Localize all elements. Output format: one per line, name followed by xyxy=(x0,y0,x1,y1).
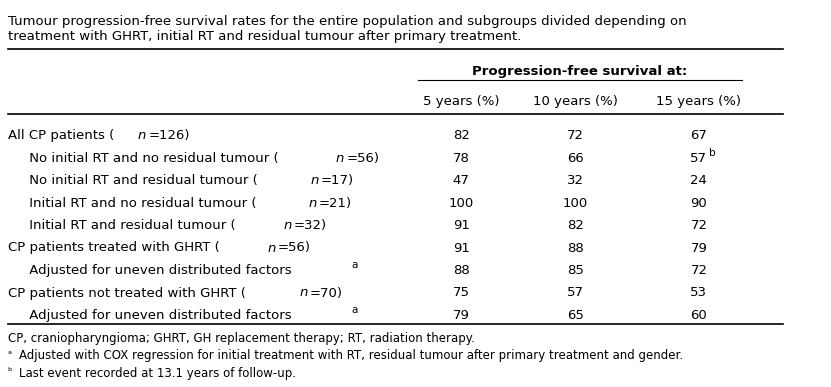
Text: CP, craniopharyngioma; GHRT, GH replacement therapy; RT, radiation therapy.: CP, craniopharyngioma; GHRT, GH replacem… xyxy=(7,332,475,345)
Text: No initial RT and residual tumour (: No initial RT and residual tumour ( xyxy=(25,174,258,187)
Text: n: n xyxy=(138,129,146,142)
Text: Last event recorded at 13.1 years of follow-up.: Last event recorded at 13.1 years of fol… xyxy=(19,367,296,380)
Text: No initial RT and no residual tumour (: No initial RT and no residual tumour ( xyxy=(25,151,278,164)
Text: =32): =32) xyxy=(293,219,327,232)
Text: Tumour progression-free survival rates for the entire population and subgroups d: Tumour progression-free survival rates f… xyxy=(7,15,686,28)
Text: a: a xyxy=(352,260,358,270)
Text: ᵇ: ᵇ xyxy=(7,367,12,377)
Text: 57: 57 xyxy=(567,286,584,300)
Text: =17): =17) xyxy=(321,174,354,187)
Text: n: n xyxy=(299,286,307,300)
Text: n: n xyxy=(310,174,318,187)
Text: =126): =126) xyxy=(148,129,189,142)
Text: 32: 32 xyxy=(567,174,584,187)
Text: n: n xyxy=(283,219,292,232)
Text: 82: 82 xyxy=(453,129,470,142)
Text: =56): =56) xyxy=(278,241,311,255)
Text: =56): =56) xyxy=(347,151,379,164)
Text: Progression-free survival at:: Progression-free survival at: xyxy=(473,65,688,78)
Text: =21): =21) xyxy=(319,197,352,209)
Text: 82: 82 xyxy=(567,219,583,232)
Text: 15 years (%): 15 years (%) xyxy=(656,95,741,108)
Text: Adjusted for uneven distributed factors: Adjusted for uneven distributed factors xyxy=(25,309,292,322)
Text: 85: 85 xyxy=(567,264,583,277)
Text: 57: 57 xyxy=(691,151,707,164)
Text: 5 years (%): 5 years (%) xyxy=(423,95,499,108)
Text: 60: 60 xyxy=(691,309,707,322)
Text: CP patients treated with GHRT (: CP patients treated with GHRT ( xyxy=(7,241,219,255)
Text: n: n xyxy=(336,151,344,164)
Text: a: a xyxy=(352,305,358,315)
Text: Initial RT and no residual tumour (: Initial RT and no residual tumour ( xyxy=(25,197,256,209)
Text: Adjusted with COX regression for initial treatment with RT, residual tumour afte: Adjusted with COX regression for initial… xyxy=(19,349,683,363)
Text: 78: 78 xyxy=(453,151,470,164)
Text: 72: 72 xyxy=(567,129,584,142)
Text: n: n xyxy=(309,197,317,209)
Text: 91: 91 xyxy=(453,219,470,232)
Text: b: b xyxy=(710,147,716,158)
Text: =70): =70) xyxy=(310,286,342,300)
Text: 24: 24 xyxy=(691,174,707,187)
Text: Initial RT and residual tumour (: Initial RT and residual tumour ( xyxy=(25,219,235,232)
Text: 79: 79 xyxy=(691,241,707,255)
Text: 47: 47 xyxy=(453,174,470,187)
Text: 65: 65 xyxy=(567,309,583,322)
Text: 79: 79 xyxy=(453,309,470,322)
Text: 100: 100 xyxy=(449,197,474,209)
Text: Adjusted for uneven distributed factors: Adjusted for uneven distributed factors xyxy=(25,264,292,277)
Text: 90: 90 xyxy=(691,197,707,209)
Text: 100: 100 xyxy=(563,197,588,209)
Text: 88: 88 xyxy=(453,264,470,277)
Text: n: n xyxy=(268,241,276,255)
Text: All CP patients (: All CP patients ( xyxy=(7,129,114,142)
Text: 91: 91 xyxy=(453,241,470,255)
Text: 67: 67 xyxy=(691,129,707,142)
Text: 88: 88 xyxy=(567,241,583,255)
Text: ᵃ: ᵃ xyxy=(7,349,12,360)
Text: treatment with GHRT, initial RT and residual tumour after primary treatment.: treatment with GHRT, initial RT and resi… xyxy=(7,30,521,43)
Text: 66: 66 xyxy=(567,151,583,164)
Text: 72: 72 xyxy=(691,219,707,232)
Text: 72: 72 xyxy=(691,264,707,277)
Text: CP patients not treated with GHRT (: CP patients not treated with GHRT ( xyxy=(7,286,245,300)
Text: 53: 53 xyxy=(691,286,707,300)
Text: 75: 75 xyxy=(453,286,470,300)
Text: 10 years (%): 10 years (%) xyxy=(533,95,617,108)
